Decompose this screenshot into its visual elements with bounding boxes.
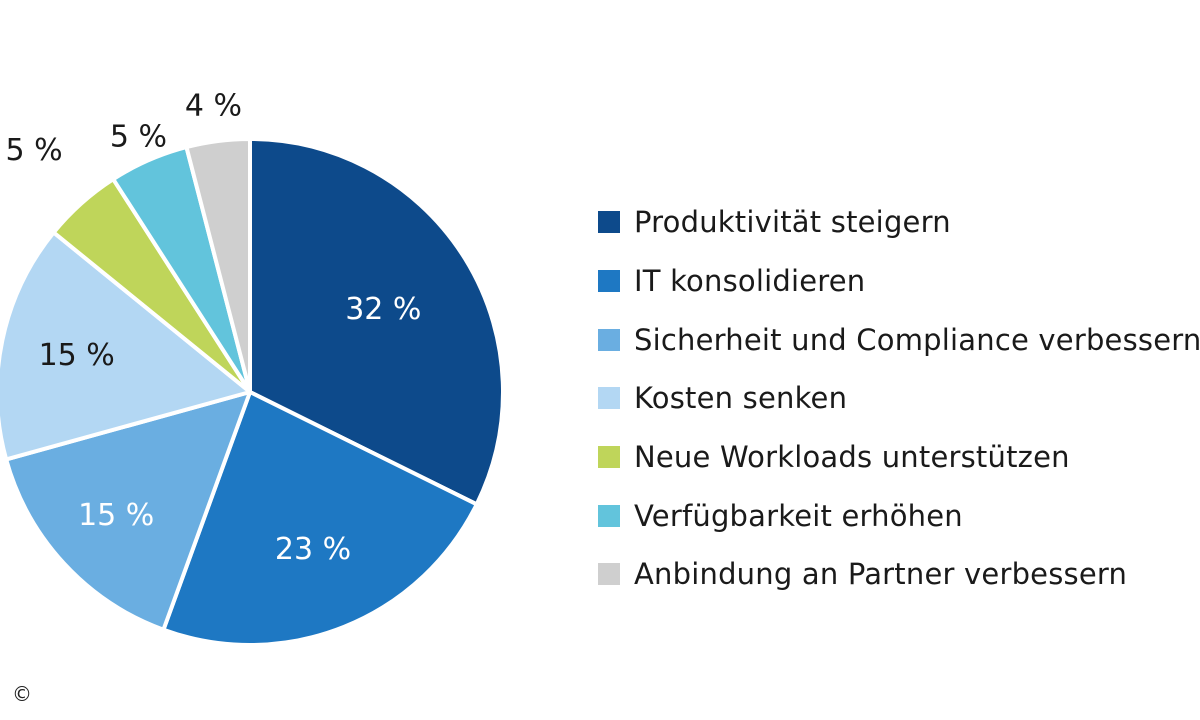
legend-swatch xyxy=(598,211,620,234)
pie-slice xyxy=(0,230,252,462)
slice-value-label: 23 % xyxy=(275,532,351,567)
legend-item: Kosten senken xyxy=(598,369,1200,428)
copyright-symbol: © xyxy=(12,682,32,706)
legend-item: Verfügbarkeit erhöhen xyxy=(598,486,1200,545)
legend-label: Produktivität steigern xyxy=(634,205,951,240)
pie-slice xyxy=(161,390,479,647)
legend-item: IT konsolidieren xyxy=(598,252,1200,311)
legend-swatch xyxy=(598,328,620,351)
pie-labels: 32 % 23 % 15 % 15 % 5 % 5 % 4 % xyxy=(6,88,422,567)
legend: Produktivität steigern IT konsolidieren Si… xyxy=(598,193,1200,604)
legend-swatch xyxy=(598,446,620,469)
legend-label: Anbindung an Partner verbessern xyxy=(634,557,1128,592)
legend-item: Sicherheit und Compliance verbessern xyxy=(598,310,1200,369)
legend-item: Produktivität steigern xyxy=(598,193,1200,252)
legend-swatch xyxy=(598,270,620,293)
slice-value-label: 4 % xyxy=(185,88,242,123)
legend-swatch xyxy=(598,504,620,527)
legend-swatch xyxy=(598,563,620,586)
legend-label: Sicherheit und Compliance verbessern xyxy=(634,322,1200,357)
legend-label: Neue Workloads unterstützen xyxy=(634,440,1070,475)
slice-value-label: 15 % xyxy=(78,498,154,533)
legend-label: Verfügbarkeit erhöhen xyxy=(634,498,963,533)
pie-slice xyxy=(4,390,252,632)
pie-slice xyxy=(184,137,252,394)
legend-item: Anbindung an Partner verbessern xyxy=(598,545,1200,604)
legend-label: Kosten senken xyxy=(634,381,848,416)
pie-slice xyxy=(248,137,505,507)
pie-slices xyxy=(0,137,505,647)
slice-value-label: 5 % xyxy=(110,120,167,155)
slice-value-label: 5 % xyxy=(6,133,63,168)
legend-item: Neue Workloads unterstützen xyxy=(598,428,1200,487)
legend-label: IT konsolidieren xyxy=(634,264,866,299)
legend-swatch xyxy=(598,387,620,410)
slice-value-label: 32 % xyxy=(345,292,421,327)
slice-value-label: 15 % xyxy=(39,338,115,373)
